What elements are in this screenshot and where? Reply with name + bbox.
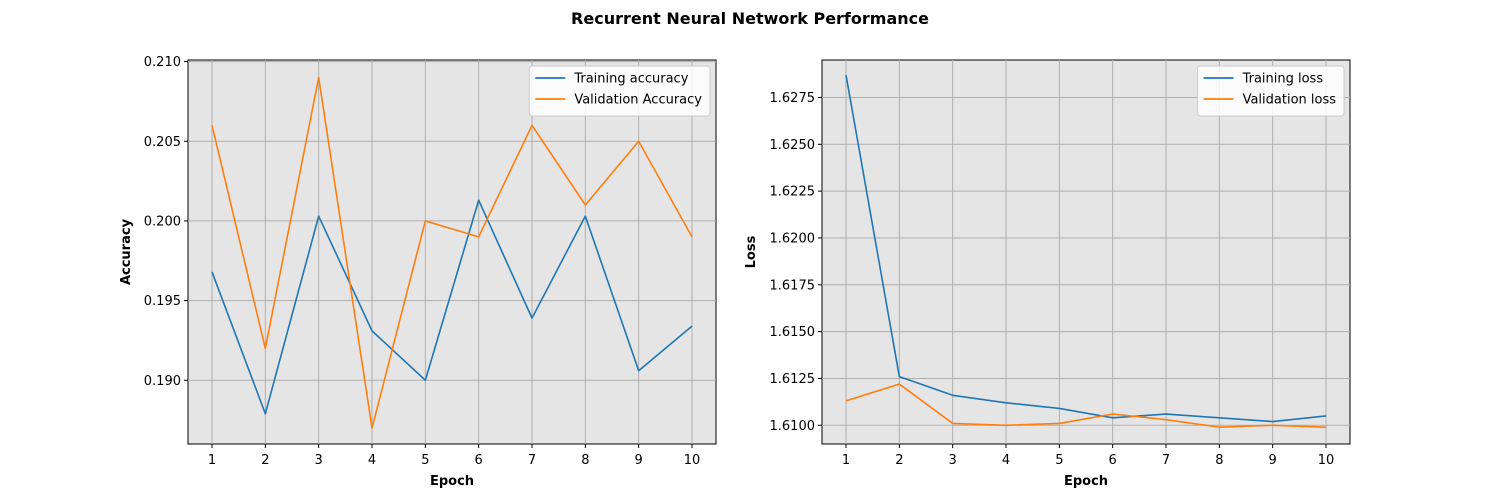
chart1-x-tick-label: 8 (1215, 453, 1223, 468)
chart1-series-group (845, 74, 1327, 428)
chart1-y-tick-label: 1.6175 (770, 278, 816, 293)
chart0-x-tick-label: 2 (261, 453, 269, 468)
chart0-x-tick-label: 4 (368, 453, 376, 468)
chart1-legend-box (1197, 65, 1345, 117)
chart1-x-tick-label: 4 (1002, 453, 1010, 468)
chart1-x-tick-label: 5 (1055, 453, 1063, 468)
loss-chart: 1 2 3 4 5 6 7 8 9 10 1.6100 1.6125 1.6150 1.6175 1.620… (744, 59, 1351, 489)
chart1-legend-label-validation-loss: Validation loss (1243, 93, 1337, 108)
chart0-series-validation-accuracy-line (211, 76, 693, 429)
chart1-x-tick-label: 2 (895, 453, 903, 468)
chart0-legend: Training accuracy Validation Accuracy (528, 65, 711, 117)
chart0-x-tick-label: 10 (684, 453, 701, 468)
chart1-x-tick-label: 7 (1162, 453, 1170, 468)
chart1-legend: Training loss Validation loss (1197, 65, 1345, 117)
chart0-legend-box (528, 65, 711, 117)
chart1-y-tick-label: 1.6225 (770, 185, 816, 200)
chart1-legend-label-training-loss: Training loss (1242, 72, 1324, 87)
chart1-y-tick-label: 1.6125 (770, 372, 816, 387)
chart1-x-tick-label: 9 (1269, 453, 1277, 468)
chart0-series-group (211, 76, 693, 429)
chart1-y-axis-label: Loss (744, 235, 759, 268)
chart0-x-tick-label: 5 (421, 453, 429, 468)
chart0-x-tick-label: 7 (528, 453, 536, 468)
chart1-x-axis-label: Epoch (1064, 474, 1108, 489)
chart0-x-tick-label: 9 (635, 453, 643, 468)
figure-title: Recurrent Neural Network Performance (571, 9, 929, 28)
chart1-x-tick-label: 3 (949, 453, 957, 468)
chart0-plot-area (187, 59, 717, 445)
chart1-y-tick-label: 1.6250 (770, 138, 816, 153)
chart1-series-validation-loss-line (845, 383, 1327, 428)
chart0-x-tick-label: 8 (581, 453, 589, 468)
chart0-y-tick-label: 0.210 (144, 55, 181, 70)
chart0-y-tick-label: 0.190 (144, 374, 181, 389)
chart1-y-tick-label: 1.6150 (770, 325, 816, 340)
accuracy-chart: 1 2 3 4 5 6 7 8 9 10 0.190 0.195 0.200 0.205 0.210 Epoc… (119, 55, 717, 489)
chart1-series-training-loss-line (845, 74, 1327, 423)
chart0-legend-label-training-accuracy: Training accuracy (573, 72, 688, 87)
chart0-x-tick-label: 6 (475, 453, 483, 468)
chart0-series-training-accuracy-line (211, 199, 693, 415)
chart0-legend-label-validation-accuracy: Validation Accuracy (574, 93, 702, 108)
chart0-y-tick-label: 0.200 (144, 214, 181, 229)
chart0-y-axis-label: Accuracy (119, 218, 134, 285)
chart0-y-tick-label: 0.195 (144, 294, 181, 309)
chart0-x-tick-label: 1 (208, 453, 216, 468)
chart0-x-tick-label: 3 (315, 453, 323, 468)
chart1-x-tick-label: 10 (1318, 453, 1335, 468)
chart1-y-tick-label: 1.6200 (770, 231, 816, 246)
chart1-y-tick-label: 1.6100 (770, 419, 816, 434)
chart0-y-tick-label: 0.205 (144, 135, 181, 150)
chart1-x-tick-label: 1 (842, 453, 850, 468)
chart1-y-tick-label: 1.6275 (770, 91, 816, 106)
chart0-x-axis-label: Epoch (430, 474, 474, 489)
chart1-x-tick-label: 6 (1109, 453, 1117, 468)
